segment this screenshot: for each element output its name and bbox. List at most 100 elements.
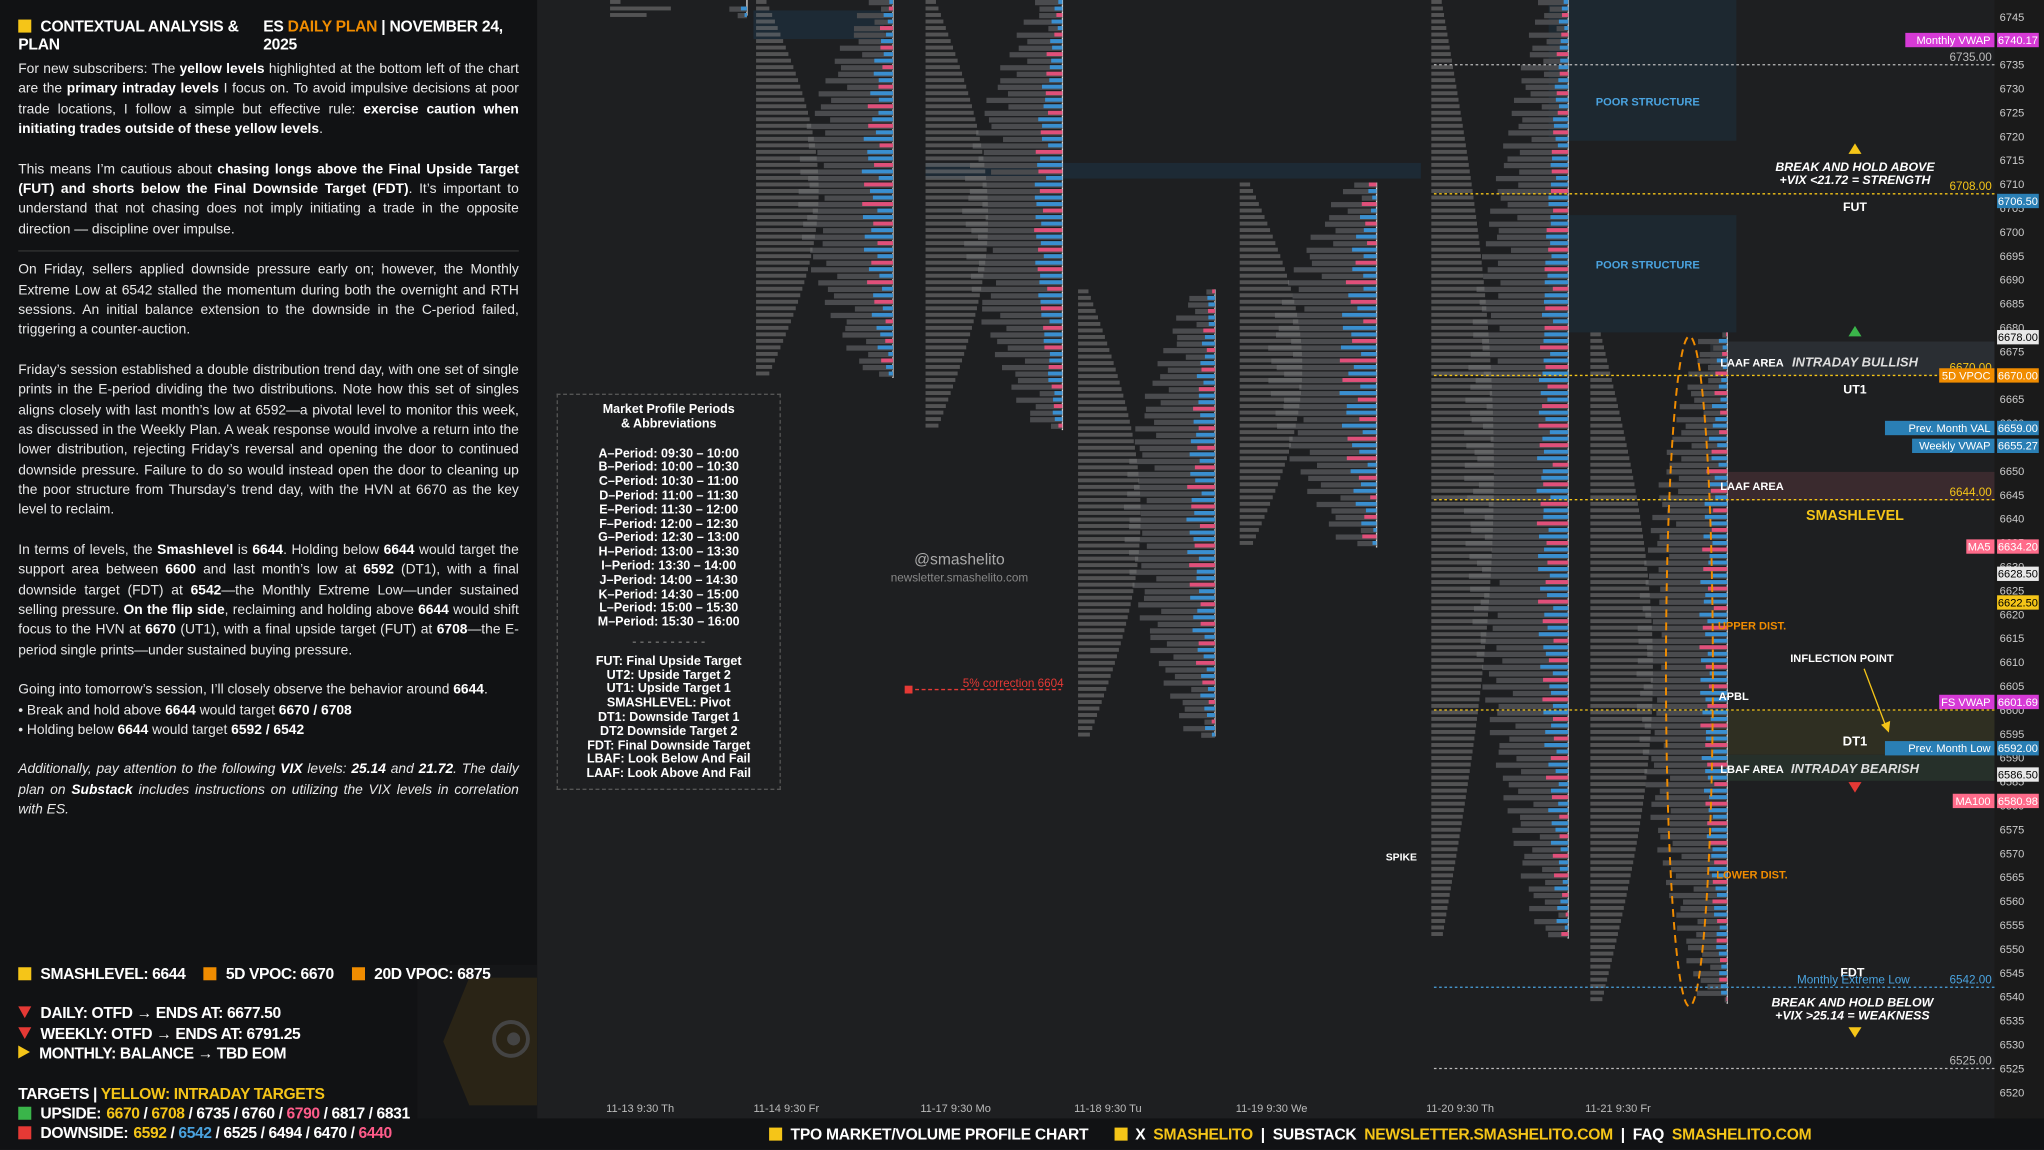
profile-bar: [1024, 358, 1063, 364]
tpo-letters: [1431, 97, 1459, 102]
tpo-letters: [756, 162, 818, 167]
volume-bar: [1199, 458, 1215, 463]
profile-bar: [1485, 697, 1569, 703]
volume-bar: [1705, 801, 1728, 806]
volume-bar: [1702, 710, 1728, 715]
tpo-letters: [1078, 543, 1140, 548]
volume-bar: [1551, 189, 1569, 193]
price-tick-label: 6710: [2000, 179, 2025, 191]
tpo-letters: [756, 58, 791, 63]
profile-bar: [1502, 658, 1569, 664]
volume-bar: [1345, 280, 1377, 285]
profile-bar: [1645, 580, 1728, 586]
tpo-letters: [1431, 123, 1463, 128]
tpo-letters: [1590, 436, 1626, 441]
volume-bar: [1043, 325, 1063, 330]
profile-bar: [1306, 247, 1377, 253]
volume-bar: [1538, 632, 1569, 637]
profile-bar: [1129, 517, 1215, 523]
volume-bar: [1557, 905, 1569, 910]
upside-targets: UPSIDE: 6670/6708/6735/6760/6790/6817/683…: [18, 1104, 410, 1122]
volume-bar: [1553, 606, 1569, 611]
tpo-letters: [1431, 912, 1447, 917]
profile-bar: [1000, 312, 1063, 319]
volume-bar: [1191, 504, 1215, 509]
profile-bar: [1003, 136, 1063, 143]
tpo-letters: [1590, 430, 1624, 435]
price-tag-name: Prev. Month Low: [1908, 743, 1991, 755]
footer-substack-url[interactable]: NEWSLETTER.SMASHELITO.COM: [1364, 1124, 1613, 1144]
price-tick-label: 6595: [2000, 729, 2025, 741]
tpo-letters: [1078, 667, 1113, 672]
price-tag-name-bg: [1884, 741, 1995, 756]
volume-bar: [1048, 378, 1063, 382]
volume-bar: [1203, 380, 1215, 385]
volume-bar: [1707, 775, 1728, 780]
tpo-letters: [1239, 423, 1296, 428]
tpo-letters: [925, 306, 977, 311]
bold-run: 6644: [252, 542, 284, 559]
status-text: MONTHLY: BALANCE → TBD EOM: [39, 1044, 287, 1063]
tpo-letters: [1239, 475, 1281, 480]
tpo-letters: [1078, 582, 1135, 587]
tpo-letters: [1590, 951, 1614, 956]
volume-bar: [1716, 938, 1728, 943]
volume-bar: [1049, 65, 1063, 70]
volume-bar: [1545, 260, 1569, 265]
profile-bar: [1676, 912, 1728, 918]
level-name: Monthly Extreme Low: [1797, 973, 1910, 986]
price-tick-label: 6730: [2000, 84, 2025, 96]
tpo-letters: [756, 260, 810, 265]
profile-bar: [1519, 169, 1569, 175]
profile-bar: [1651, 801, 1728, 807]
profile-bar: [1541, 104, 1569, 110]
tpo-letters: [756, 91, 803, 96]
profile-bar: [1142, 530, 1215, 536]
volume-bar: [874, 162, 893, 167]
volume-bar: [1201, 491, 1215, 496]
volume-bar: [1538, 410, 1569, 415]
volume-bar: [1342, 312, 1377, 317]
volume-bar: [1540, 391, 1569, 395]
bold-run: 6708: [436, 622, 468, 639]
volume-bar: [1545, 417, 1569, 422]
tpo-letters: [1431, 580, 1491, 584]
footer-faq-url[interactable]: SMASHELITO.COM: [1671, 1124, 1812, 1144]
footer-x-handle[interactable]: SMASHELITO: [1153, 1124, 1253, 1144]
profile-bar: [834, 58, 893, 64]
tpo-letters: [1431, 189, 1473, 193]
volume-bar: [1049, 358, 1063, 363]
tpo-letters: [1078, 563, 1138, 568]
tpo-letters: [925, 286, 982, 291]
profile-bar: [1467, 495, 1569, 501]
volume-bar: [1564, 26, 1569, 30]
tpo-letters: [1431, 853, 1457, 858]
tpo-letters: [1590, 840, 1637, 845]
tpo-letters: [756, 325, 789, 330]
volume-bar: [1543, 358, 1569, 363]
profile-bar: [1284, 397, 1377, 403]
profile-bar: [1672, 840, 1728, 847]
price-tag: [1997, 741, 2039, 756]
volume-bar: [1708, 808, 1728, 813]
profile-bar: [1528, 32, 1569, 38]
price-tag-label: 6659.00: [1998, 423, 2038, 435]
volume-bar: [888, 6, 893, 11]
tpo-letters: [1431, 638, 1486, 643]
profile-bar: [971, 228, 1063, 234]
tpo-letters: [1431, 723, 1477, 728]
text-run: levels:: [302, 761, 352, 778]
profile-bar: [1520, 873, 1569, 879]
volume-bar: [1193, 615, 1215, 620]
tpo-letters: [1431, 651, 1485, 656]
profile-bar: [1507, 808, 1569, 814]
annotation: UPPER DIST.: [1718, 621, 1786, 633]
status-line: MONTHLY: BALANCE → TBD EOM: [18, 1044, 287, 1063]
tpo-letters: [1078, 686, 1107, 691]
volume-bar: [1199, 524, 1215, 528]
profile-bar: [1482, 254, 1569, 260]
profile-bar: [1133, 484, 1215, 491]
profile-bar: [1307, 488, 1377, 495]
volume-bar: [862, 215, 893, 219]
tpo-letters: [1431, 879, 1452, 884]
